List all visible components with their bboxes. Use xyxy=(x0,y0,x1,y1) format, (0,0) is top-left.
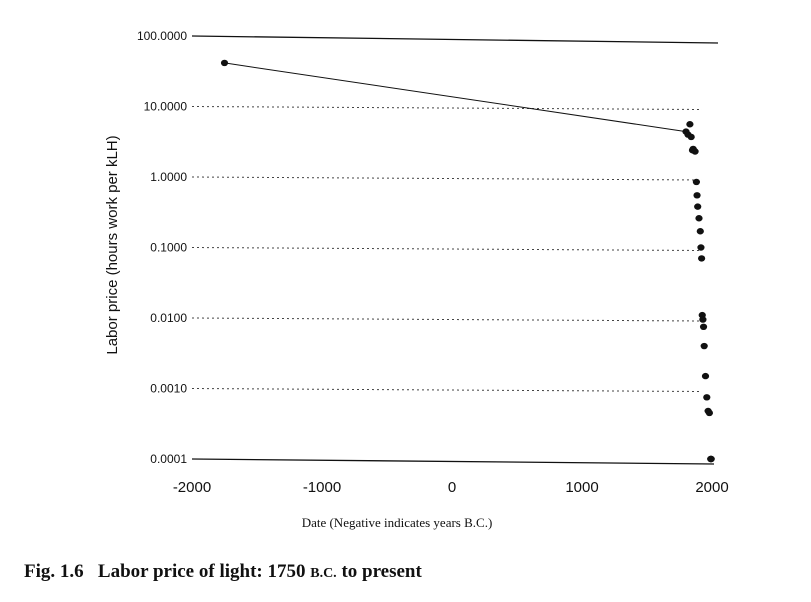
plot-top-border xyxy=(191,35,719,44)
data-point xyxy=(703,394,711,401)
data-point xyxy=(699,323,708,331)
x-tick-label: -1000 xyxy=(303,479,341,496)
gridlines xyxy=(191,106,703,392)
x-tick-label: 2000 xyxy=(695,479,728,496)
plot-bottom-border xyxy=(191,458,715,465)
y-tick-label: 0.0001 xyxy=(150,452,187,466)
x-tick-label: 1000 xyxy=(565,479,598,496)
caption-bc: B.C. xyxy=(310,566,337,581)
data-point xyxy=(707,455,715,463)
data-point xyxy=(701,372,710,380)
data-point xyxy=(691,148,699,155)
gridline-y xyxy=(191,106,703,110)
data-point xyxy=(694,203,702,210)
y-axis-label: Labor price (hours work per kLH) xyxy=(104,135,121,354)
data-point xyxy=(699,316,707,323)
data-point xyxy=(695,215,703,222)
data-point xyxy=(698,255,706,262)
y-tick-label: 0.1000 xyxy=(150,241,187,255)
gridline-y xyxy=(191,317,703,322)
y-tick-label: 1.0000 xyxy=(150,170,187,184)
y-tick-label: 10.0000 xyxy=(144,100,188,114)
data-point xyxy=(700,342,708,350)
data-point xyxy=(697,244,705,251)
x-tick-labels: -2000 -1000 0 1000 2000 xyxy=(173,479,729,496)
data-point xyxy=(696,228,704,235)
x-tick-label: 0 xyxy=(448,479,456,496)
data-point xyxy=(693,192,701,199)
x-axis-label: Date (Negative indicates years B.C.) xyxy=(302,515,493,530)
plot-frame xyxy=(191,35,719,465)
figure-number: Fig. 1.6 xyxy=(24,561,84,582)
caption-text: Labor price of light: 1750 xyxy=(97,561,311,582)
gridline-y xyxy=(191,247,703,251)
y-tick-label: 100.0000 xyxy=(137,29,187,43)
y-tick-label: 0.0010 xyxy=(150,382,187,396)
figure-caption: Fig. 1.6 Labor price of light: 1750 B.C.… xyxy=(24,561,422,583)
data-point xyxy=(686,121,694,128)
caption-text-end: to present xyxy=(336,561,422,582)
trend-line-segment xyxy=(224,62,687,133)
data-point xyxy=(220,59,229,67)
data-point xyxy=(687,133,695,141)
gridline-y xyxy=(191,388,703,392)
data-points xyxy=(220,59,715,463)
x-tick-label: -2000 xyxy=(173,479,211,496)
trend-line xyxy=(224,62,687,133)
gridline-y xyxy=(191,176,703,181)
y-tick-label: 0.0100 xyxy=(150,311,187,325)
data-point xyxy=(692,178,701,186)
y-tick-labels: 100.0000 10.0000 1.0000 0.1000 0.0100 0.0010 0… xyxy=(137,29,187,466)
data-point xyxy=(705,409,714,417)
